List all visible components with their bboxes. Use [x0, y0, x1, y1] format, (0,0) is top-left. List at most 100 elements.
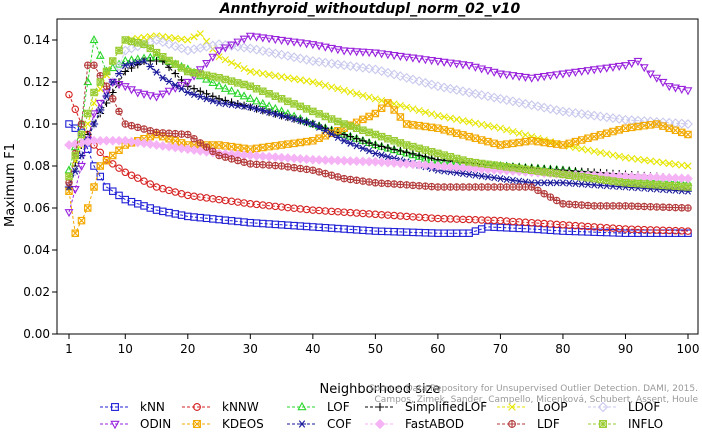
point-ldf-72 — [509, 183, 517, 191]
legend-label-knnw: kNNW — [222, 400, 259, 414]
point-inflo-50 — [371, 130, 380, 139]
point-inflo-87 — [602, 176, 611, 185]
point-ldf-71 — [502, 183, 511, 191]
point-cof-27 — [227, 101, 236, 109]
point-fastabod-55 — [401, 159, 412, 169]
point-odin-76 — [533, 73, 543, 82]
point-knn-14 — [146, 204, 155, 212]
point-knnw-6 — [96, 148, 105, 157]
point-ldf-24 — [209, 147, 217, 155]
point-ldf-99 — [677, 204, 686, 212]
point-odin-95 — [652, 74, 662, 83]
point-inflo-89 — [615, 178, 623, 186]
point-fastabod-41 — [314, 155, 324, 165]
point-odin-70 — [495, 70, 505, 79]
point-ldof-53 — [389, 69, 400, 80]
point-kdeos-36 — [284, 140, 292, 148]
point-kdeos-27 — [227, 142, 236, 151]
point-odin-31 — [252, 33, 262, 42]
point-ldf-63 — [452, 183, 461, 191]
legend-marker-loop — [508, 403, 516, 411]
point-kdeos-5 — [90, 183, 98, 191]
point-odin-64 — [458, 61, 468, 70]
point-odin-87 — [602, 64, 612, 73]
point-ldof-99 — [676, 118, 687, 129]
point-inflo-30 — [246, 82, 255, 90]
x-axis-label: Neighborhood size — [320, 382, 441, 397]
point-inflo-18 — [171, 60, 180, 68]
point-ldof-26 — [220, 40, 231, 50]
point-simplifiedlof-10 — [121, 67, 130, 76]
point-ldf-32 — [259, 161, 267, 169]
point-loop-89 — [615, 152, 623, 160]
legend-marker-odin — [110, 420, 120, 430]
point-odin-9 — [114, 80, 124, 90]
point-ldof-94 — [645, 116, 656, 127]
chart-title: Annthyroid_withoutdupl_norm_02_v10 — [219, 1, 521, 17]
point-fastabod-100 — [683, 173, 693, 184]
point-ldof-89 — [614, 114, 625, 124]
point-odin-40 — [308, 41, 318, 50]
point-ldof-56 — [407, 74, 418, 85]
point-cof-70 — [496, 175, 505, 183]
point-kdeos-55 — [402, 120, 411, 128]
point-kdeos-86 — [596, 131, 605, 139]
point-kdeos-91 — [627, 123, 636, 132]
point-odin-8 — [108, 78, 118, 87]
point-loop-37 — [290, 75, 298, 83]
legend-label-kdeos: KDEOS — [222, 417, 264, 431]
point-lof-24 — [208, 77, 218, 86]
point-kdeos-33 — [265, 142, 273, 151]
point-cof-65 — [465, 170, 474, 178]
point-loop-45 — [340, 86, 348, 94]
point-loop-69 — [490, 123, 498, 131]
point-cof-68 — [484, 173, 492, 181]
point-loop-61 — [440, 113, 448, 121]
point-cof-13 — [140, 57, 148, 65]
x-tick-label-40: 40 — [305, 342, 320, 356]
point-cof-24 — [208, 97, 217, 105]
point-ldof-41 — [314, 56, 325, 67]
point-cof-73 — [515, 177, 524, 185]
point-odin-80 — [558, 70, 568, 79]
point-kdeos-37 — [290, 139, 298, 148]
point-kdeos-59 — [427, 123, 436, 132]
point-cof-71 — [502, 175, 511, 183]
point-lof-25 — [214, 81, 224, 90]
point-ldof-7 — [101, 91, 112, 101]
point-loop-55 — [403, 103, 411, 111]
point-simplifiedlof-23 — [202, 89, 211, 98]
point-ldf-56 — [409, 181, 417, 189]
point-lof-6 — [95, 50, 105, 59]
point-inflo-71 — [502, 163, 511, 171]
point-ldof-92 — [633, 115, 643, 126]
point-odin-98 — [671, 84, 680, 93]
point-ldof-45 — [339, 60, 350, 71]
point-inflo-23 — [202, 71, 211, 80]
point-kdeos-35 — [277, 141, 286, 149]
point-odin-63 — [452, 60, 462, 69]
point-loop-46 — [346, 88, 354, 96]
point-ldf-17 — [165, 129, 173, 137]
point-inflo-2 — [71, 151, 80, 160]
point-ldf-26 — [221, 153, 230, 161]
point-cof-9 — [115, 70, 123, 78]
point-simplifiedlof-49 — [365, 139, 373, 147]
point-loop-31 — [252, 68, 261, 77]
point-inflo-37 — [290, 100, 298, 108]
point-cof-17 — [165, 77, 173, 86]
point-ldf-66 — [471, 183, 480, 191]
point-cof-8 — [108, 78, 117, 86]
point-inflo-16 — [159, 53, 167, 61]
point-kdeos-72 — [509, 139, 517, 148]
point-lof-28 — [233, 88, 243, 97]
point-fastabod-98 — [670, 173, 681, 184]
point-ldof-47 — [351, 61, 362, 72]
point-ldf-4 — [84, 61, 92, 69]
point-inflo-25 — [215, 74, 223, 82]
point-ldf-65 — [465, 183, 473, 191]
point-loop-87 — [603, 150, 611, 158]
point-kdeos-7 — [102, 157, 111, 165]
point-loop-13 — [140, 33, 148, 42]
point-odin-25 — [214, 47, 224, 56]
